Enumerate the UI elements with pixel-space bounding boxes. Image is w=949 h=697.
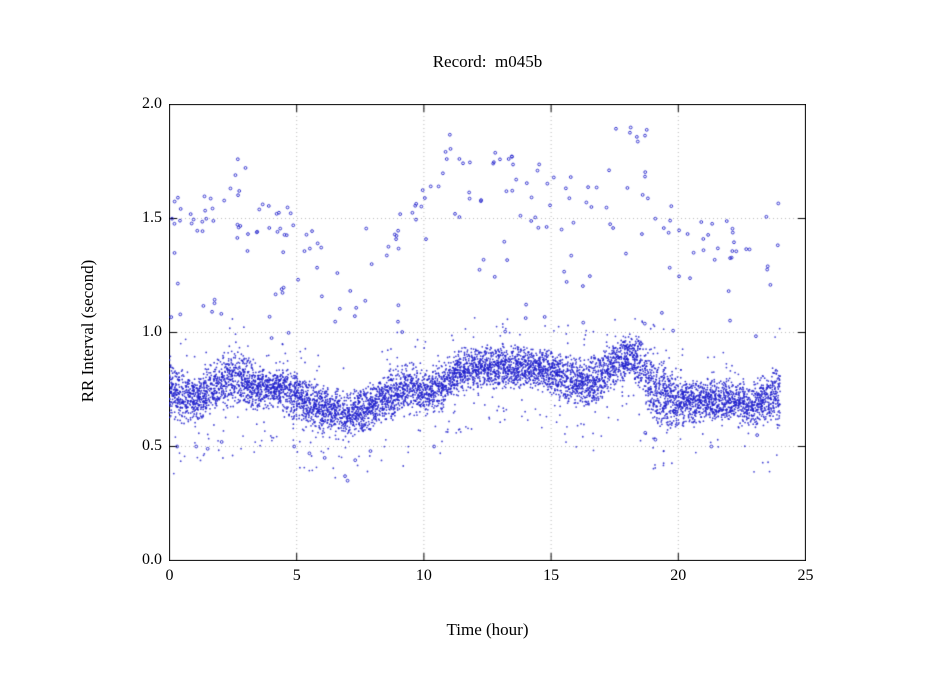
- y-tick-label: 1.0: [142, 322, 162, 340]
- x-tick-label: 5: [292, 567, 301, 584]
- y-tick-label: 1.5: [142, 208, 162, 226]
- x-tick-label: 10: [415, 567, 432, 584]
- x-tick-label: 0: [165, 567, 174, 584]
- chart-title: Record: m045b: [432, 52, 543, 71]
- y-tick-label: 2.0: [142, 94, 162, 112]
- scatter-plot-canvas: [169, 104, 806, 561]
- y-axis-label: RR Interval (second): [78, 259, 97, 403]
- x-tick-label: 25: [797, 567, 814, 584]
- x-tick-label: 15: [543, 567, 560, 584]
- y-tick-label: 0.5: [142, 436, 162, 454]
- x-axis-label: Time (hour): [446, 620, 529, 639]
- y-tick-label: 0.0: [142, 550, 162, 568]
- x-tick-label: 20: [670, 567, 687, 584]
